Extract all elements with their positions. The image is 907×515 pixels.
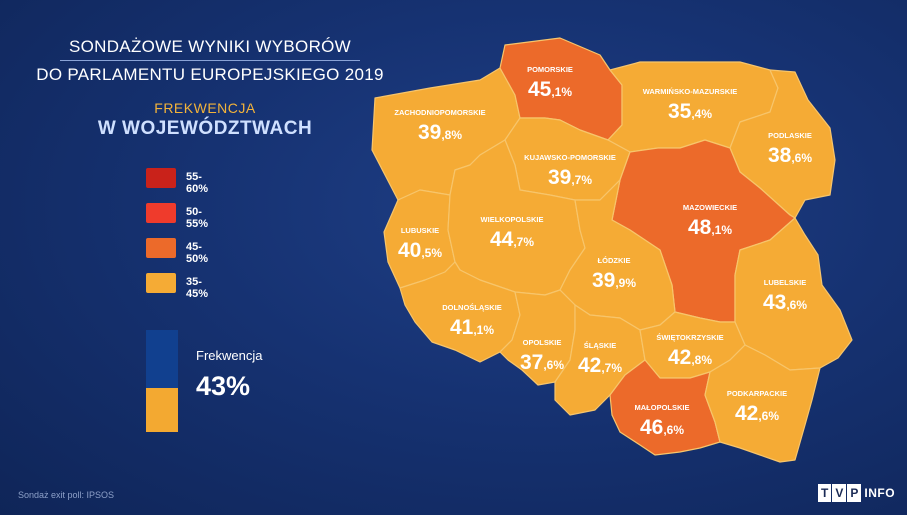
- legend-swatch: [146, 203, 176, 223]
- legend-swatch: [146, 168, 176, 188]
- turnout-value: 43%: [196, 371, 251, 401]
- region-value-int: 37: [520, 351, 543, 374]
- turnout-bar-remaining: [146, 330, 178, 389]
- region-value-dec: ,5%: [421, 246, 442, 260]
- region-value-dec: ,7%: [513, 235, 534, 249]
- region-value-dec: ,6%: [791, 151, 812, 165]
- region-name-lodzkie: ŁÓDZKIE: [598, 256, 631, 265]
- region-value-int: 46: [640, 416, 663, 439]
- region-value-int: 38: [768, 144, 792, 167]
- region-value-zachodniopomorskie: 39,8%: [418, 121, 462, 144]
- turnout-label: Frekwencja: [196, 348, 263, 363]
- region-value-dec: ,6%: [663, 423, 684, 437]
- region-value-dec: ,8%: [441, 128, 462, 142]
- region-value-dec: ,1%: [711, 223, 732, 237]
- region-value-int: 41: [450, 316, 474, 339]
- source-note: Sondaż exit poll: IPSOS: [18, 490, 115, 500]
- region-value-int: 42: [668, 346, 691, 369]
- region-name-dolnoslaskie: DOLNOŚLĄSKIE: [442, 303, 502, 312]
- legend-swatch: [146, 238, 176, 258]
- tvp-info-logo: T V P INFO: [818, 484, 895, 502]
- region-value-lodzkie: 39,9%: [592, 269, 636, 292]
- region-value-dec: ,9%: [615, 276, 636, 290]
- region-shape-slaskie[interactable]: [554, 304, 646, 416]
- legend-swatch: [146, 273, 176, 293]
- region-name-pomorskie: POMORSKIE: [527, 65, 573, 74]
- region-value-int: 39: [418, 121, 441, 144]
- region-value-slaskie: 42,7%: [578, 354, 622, 377]
- region-value-kujawsko-pomorskie: 39,7%: [548, 166, 592, 189]
- region-value-swietokrzyskie: 42,8%: [668, 346, 712, 369]
- region-name-slaskie: ŚLĄSKIE: [584, 341, 617, 350]
- region-value-int: 44: [490, 228, 514, 251]
- map-title: SONDAŻOWE WYNIKI WYBORÓW DO PARLAMENTU E…: [20, 36, 400, 86]
- region-value-int: 42: [578, 354, 601, 377]
- region-name-mazowieckie: MAZOWIECKIE: [683, 203, 737, 212]
- region-value-dec: ,8%: [691, 353, 712, 367]
- logo-letter: P: [847, 484, 862, 502]
- region-value-malopolskie: 46,6%: [640, 416, 684, 439]
- region-value-podkarpackie: 42,6%: [735, 402, 779, 425]
- subtitle-line-2: W WOJEWÓDZTWACH: [97, 118, 313, 139]
- map-subtitle: FREKWENCJA W WOJEWÓDZTWACH: [20, 100, 390, 140]
- region-value-podlaskie: 38,6%: [768, 144, 812, 167]
- region-name-zachodniopomorskie: ZACHODNIOPOMORSKIE: [394, 108, 485, 117]
- region-value-dec: ,1%: [551, 85, 572, 99]
- region-value-dec: ,4%: [691, 107, 712, 121]
- region-shape-podkarpackie[interactable]: [704, 344, 821, 463]
- region-value-pomorskie: 45,1%: [528, 78, 572, 101]
- region-value-int: 43: [763, 291, 786, 314]
- logo-letter: T: [818, 484, 832, 502]
- logo-suffix: INFO: [864, 486, 896, 500]
- legend-label: 45-50%: [186, 241, 209, 265]
- region-name-malopolskie: MAŁOPOLSKIE: [634, 403, 689, 412]
- region-name-podkarpackie: PODKARPACKIE: [727, 389, 787, 398]
- region-value-int: 45: [528, 78, 552, 101]
- region-value-dec: ,6%: [786, 298, 807, 312]
- region-value-int: 39: [592, 269, 615, 292]
- region-value-int: 40: [398, 239, 421, 262]
- region-name-opolskie: OPOLSKIE: [523, 338, 562, 347]
- legend-label: 55-60%: [186, 171, 209, 195]
- region-name-lubelskie: LUBELSKIE: [764, 278, 807, 287]
- region-name-warminsko-mazurskie: WARMIŃSKO-MAZURSKIE: [643, 87, 738, 96]
- region-value-lubuskie: 40,5%: [398, 239, 442, 262]
- turnout-bar: [146, 330, 178, 432]
- region-name-kujawsko-pomorskie: KUJAWSKO-POMORSKIE: [524, 153, 616, 162]
- region-value-dec: ,1%: [473, 323, 494, 337]
- region-value-mazowieckie: 48,1%: [688, 216, 732, 239]
- region-name-wielkopolskie: WIELKOPOLSKIE: [481, 215, 544, 224]
- region-value-int: 48: [688, 216, 712, 239]
- subtitle-line-1: FREKWENCJA: [154, 100, 256, 116]
- region-value-dec: ,7%: [571, 173, 592, 187]
- region-value-opolskie: 37,6%: [520, 351, 564, 374]
- legend-label: 50-55%: [186, 206, 209, 230]
- region-name-lubuskie: LUBUSKIE: [401, 226, 439, 235]
- title-divider: [60, 60, 360, 61]
- region-name-podlaskie: PODLASKIE: [768, 131, 812, 140]
- logo-letter: V: [832, 484, 847, 502]
- region-value-int: 35: [668, 100, 692, 123]
- region-value-dec: ,6%: [543, 358, 564, 372]
- region-value-dec: ,6%: [758, 409, 779, 423]
- region-value-dec: ,7%: [601, 361, 622, 375]
- turnout-bar-fill: [146, 388, 178, 432]
- region-value-warminsko-mazurskie: 35,4%: [668, 100, 712, 123]
- region-value-int: 42: [735, 402, 758, 425]
- title-line-1: SONDAŻOWE WYNIKI WYBORÓW: [68, 37, 352, 56]
- region-value-lubelskie: 43,6%: [763, 291, 807, 314]
- legend-label: 35-45%: [186, 276, 209, 300]
- region-value-dolnoslaskie: 41,1%: [450, 316, 494, 339]
- title-line-2: DO PARLAMENTU EUROPEJSKIEGO 2019: [36, 65, 384, 84]
- region-value-int: 39: [548, 166, 571, 189]
- region-value-wielkopolskie: 44,7%: [490, 228, 534, 251]
- region-name-swietokrzyskie: ŚWIĘTOKRZYSKIE: [656, 333, 723, 342]
- region-shape-opolskie[interactable]: [499, 289, 576, 386]
